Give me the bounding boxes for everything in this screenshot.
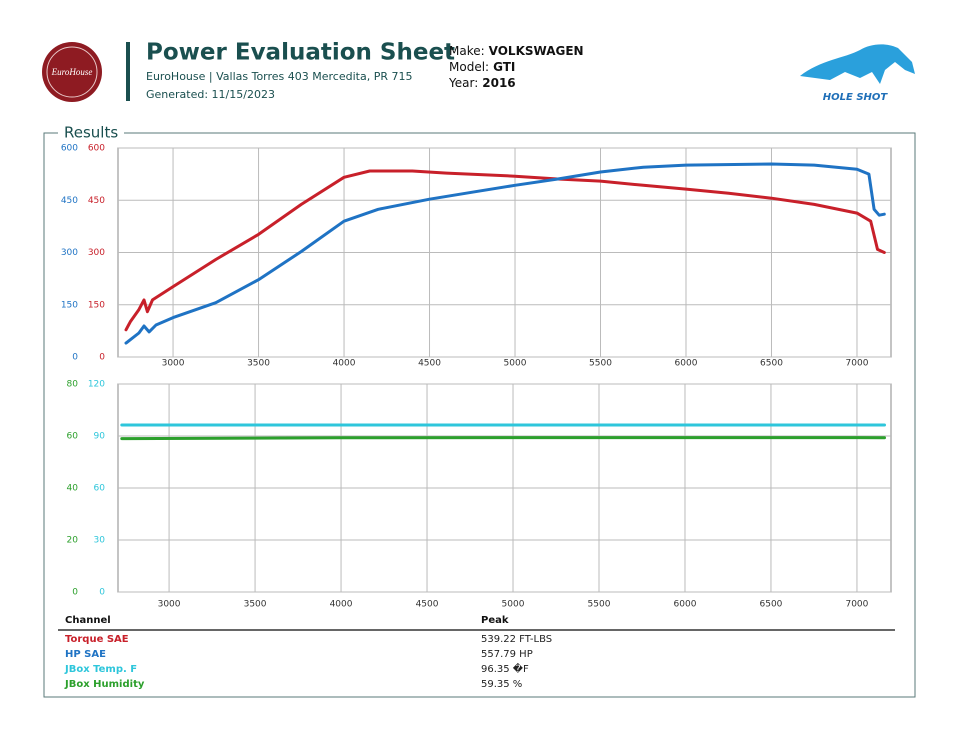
x-tick-label: 4500: [418, 359, 441, 369]
logo-left: [42, 42, 102, 102]
series-line: [124, 162, 886, 345]
x-tick-label: 4000: [333, 359, 356, 369]
x-tick-label: 7000: [846, 359, 869, 369]
x-tick-label: 7000: [845, 600, 868, 610]
y-tick-label: 450: [88, 196, 105, 206]
x-tick-label: 5000: [502, 600, 525, 610]
channel-name: JBox Temp. F: [64, 664, 137, 675]
x-tick-label: 6500: [760, 600, 783, 610]
channel-peak: 96.35 �F: [481, 662, 529, 675]
y-tick-label: 0: [99, 353, 105, 363]
channel-peak: 59.35 %: [481, 679, 522, 690]
results-label: Results: [64, 124, 118, 142]
x-tick-label: 3000: [162, 359, 185, 369]
series-line: [124, 169, 886, 332]
channel-name: HP SAE: [65, 649, 106, 660]
address: EuroHouse | Vallas Torres 403 Mercedita,…: [146, 70, 412, 83]
channel-peak: 539.22 FT-LBS: [481, 634, 552, 645]
y-tick-label: 120: [88, 380, 105, 390]
x-tick-label: 6000: [675, 359, 698, 369]
results-label-bg: [58, 124, 124, 142]
vehicle-line: Model: GTI: [449, 60, 515, 74]
vehicle-line: Make: VOLKSWAGEN: [449, 44, 584, 58]
y2-tick-label: 600: [61, 144, 78, 154]
logo-left-text: EuroHouse: [51, 67, 93, 77]
series-line: [120, 436, 886, 441]
vehicle-label: Make:: [449, 44, 485, 58]
peak-table: Channel Peak Torque SAE 539.22 FT-LBS HP SAE…: [58, 615, 895, 690]
y2-tick-label: 0: [72, 588, 78, 598]
x-tick-label: 6000: [674, 600, 697, 610]
y-tick-label: 0: [99, 588, 105, 598]
vehicle-line: Year: 2016: [448, 76, 516, 90]
y2-tick-label: 80: [67, 380, 79, 390]
logo-ring: [46, 46, 98, 98]
y2-tick-label: 40: [67, 484, 79, 494]
title: Power Evaluation Sheet: [146, 40, 455, 66]
y2-tick-label: 450: [61, 196, 78, 206]
vehicle-value: VOLKSWAGEN: [489, 44, 584, 58]
y2-tick-label: 60: [67, 432, 79, 442]
vehicle-value: 2016: [482, 76, 515, 90]
generated: Generated: 11/15/2023: [146, 88, 275, 101]
y-tick-label: 90: [94, 432, 106, 442]
x-tick-label: 5000: [504, 359, 527, 369]
x-tick-label: 3500: [247, 359, 270, 369]
channel-peak: 557.79 HP: [481, 649, 533, 660]
x-tick-label: 4500: [416, 600, 439, 610]
results-frame: [43, 132, 916, 698]
y2-tick-label: 20: [67, 536, 79, 546]
y-tick-label: 300: [88, 248, 105, 258]
table-header: Channel: [65, 615, 111, 626]
y-tick-label: 60: [94, 484, 106, 494]
channel-name: Torque SAE: [65, 634, 129, 645]
vehicle-value: GTI: [493, 60, 515, 74]
logo-right-horse: [800, 44, 915, 84]
x-tick-label: 5500: [588, 600, 611, 610]
logo-right-text: HOLE SHOT: [823, 92, 889, 103]
channel-name: JBox Humidity: [64, 679, 145, 690]
y2-tick-label: 150: [61, 300, 78, 310]
table-header: Peak: [481, 615, 509, 626]
vehicle-label: Model:: [449, 60, 489, 74]
vehicle-label: Year:: [448, 76, 478, 90]
y-tick-label: 600: [88, 144, 105, 154]
x-tick-label: 3500: [244, 600, 267, 610]
y2-tick-label: 300: [61, 248, 78, 258]
x-tick-label: 5500: [589, 359, 612, 369]
y-tick-label: 150: [88, 300, 105, 310]
x-tick-label: 4000: [330, 600, 353, 610]
header-bar: [126, 42, 130, 101]
y2-tick-label: 0: [72, 353, 78, 363]
x-tick-label: 6500: [760, 359, 783, 369]
y-tick-label: 30: [94, 536, 106, 546]
x-tick-label: 3000: [158, 600, 181, 610]
